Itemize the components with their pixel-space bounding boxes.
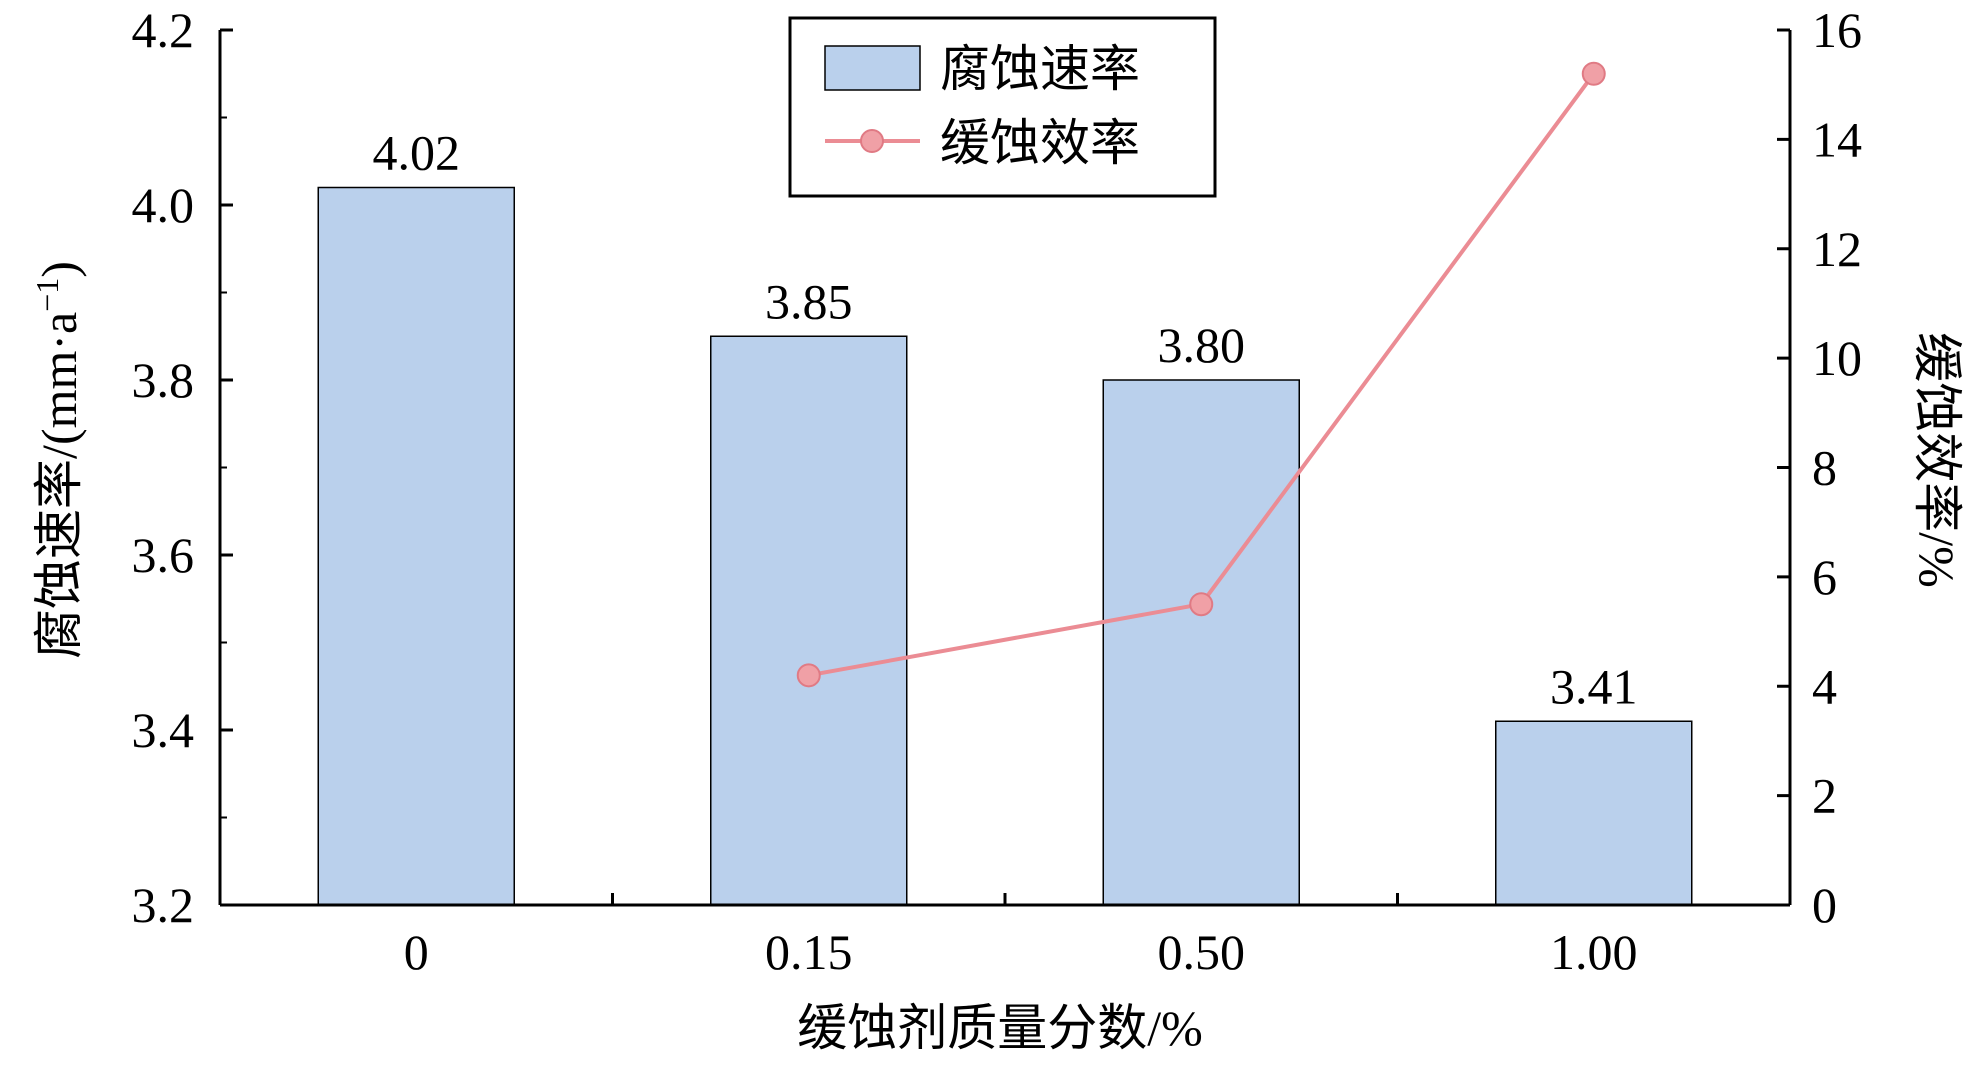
right-y-tick-label-4: 8 [1812,440,1837,496]
right-y-tick-label-0: 0 [1812,877,1837,933]
left-y-tick-label-3: 3.8 [132,352,195,408]
line-layer [796,61,1606,688]
efficiency-point-1 [796,663,821,688]
left-y-tick-label-2: 3.6 [132,527,195,583]
x-tick-label-0: 0 [404,924,429,980]
right-y-tick-label-6: 12 [1812,221,1862,277]
legend-bar-swatch [824,45,921,91]
x-axis-title: 缓蚀剂质量分数/% [797,1000,1203,1056]
bar-1 [710,335,908,906]
efficiency-point-3 [1581,61,1606,86]
bar-data-label-2: 3.80 [1158,317,1246,373]
x-tick-label-3: 1.00 [1550,924,1638,980]
left-y-tick-label-1: 3.4 [132,702,195,758]
bar-data-label-1: 3.85 [765,273,853,329]
right-y-tick-label-1: 2 [1812,768,1837,824]
right-y-tick-label-3: 6 [1812,549,1837,605]
bar-0 [317,186,515,906]
legend-line-label: 缓蚀效率 [940,115,1140,171]
bar-3 [1495,720,1693,906]
efficiency-point-2 [1189,592,1214,617]
bar-2 [1102,379,1300,906]
bar-data-label-3: 3.41 [1550,658,1638,714]
left-y-axis-title: 腐蚀速率/(mm·a−1) [29,261,87,659]
axes-layer: 3.2 3.4 3.6 3.8 4.0 4.2 0 2 4 6 8 10 12 14 16 0 0.15 0.50… [132,2,1863,980]
x-tick-label-2: 0.50 [1158,924,1246,980]
right-y-tick-label-2: 4 [1812,658,1837,714]
right-y-tick-label-7: 14 [1812,111,1862,167]
labels-layer: 4.02 3.85 3.80 3.41 [373,125,1638,715]
left-y-tick-label-0: 3.2 [132,877,195,933]
bar-data-label-0: 4.02 [373,125,461,181]
right-y-axis-title: 缓蚀效率/% [1909,332,1965,588]
right-y-tick-label-5: 10 [1812,330,1862,386]
left-y-tick-label-4: 4.0 [132,177,195,233]
legend-line-marker [860,129,884,153]
left-y-tick-label-5: 4.2 [132,2,195,58]
right-y-tick-label-8: 16 [1812,2,1862,58]
legend-bar-label: 腐蚀速率 [940,41,1140,97]
legend: 腐蚀速率 缓蚀效率 [788,16,1217,198]
bars-layer [317,186,1693,906]
x-tick-label-1: 0.15 [765,924,853,980]
